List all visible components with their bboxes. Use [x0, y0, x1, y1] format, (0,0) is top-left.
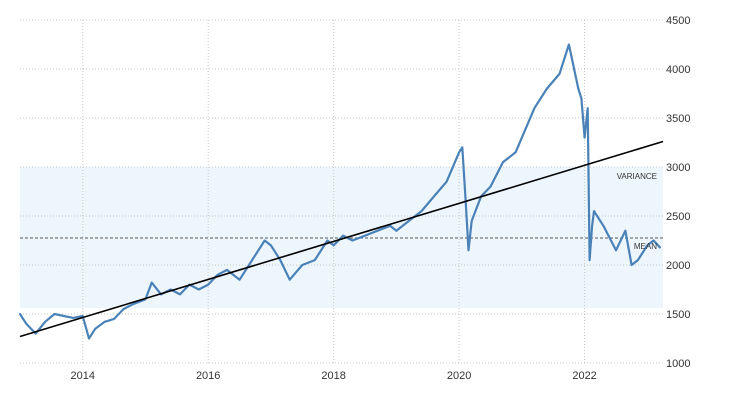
y-tick-label: 1000 — [666, 358, 690, 370]
y-tick-label: 1500 — [666, 309, 690, 321]
trend-line — [19, 140, 664, 338]
x-tick-label: 2016 — [196, 370, 220, 382]
annotation-layer: VARIANCE MEAN — [617, 172, 658, 251]
x-tick-label: 2020 — [447, 370, 471, 382]
y-tick-label: 3500 — [666, 113, 690, 125]
grid-layer — [20, 19, 663, 364]
y-tick-label: 2000 — [666, 260, 690, 272]
mean-label: MEAN — [634, 242, 657, 251]
y-tick-label: 4500 — [666, 15, 690, 27]
x-tick-label: 2022 — [572, 370, 596, 382]
y-tick-label: 2500 — [666, 211, 690, 223]
x-tick-label: 2014 — [70, 370, 94, 382]
variance-label: VARIANCE — [617, 172, 657, 181]
trend-line-layer — [19, 140, 664, 338]
series-line — [18, 43, 662, 340]
series-layer — [18, 43, 662, 340]
y-axis: 1000 1500 2000 2500 3000 3500 4000 4500 — [666, 15, 690, 370]
x-tick-label: 2018 — [321, 370, 345, 382]
y-tick-label: 3000 — [666, 162, 690, 174]
y-tick-label: 4000 — [666, 64, 690, 76]
x-axis: 2014 2016 2018 2020 2022 — [70, 370, 596, 382]
